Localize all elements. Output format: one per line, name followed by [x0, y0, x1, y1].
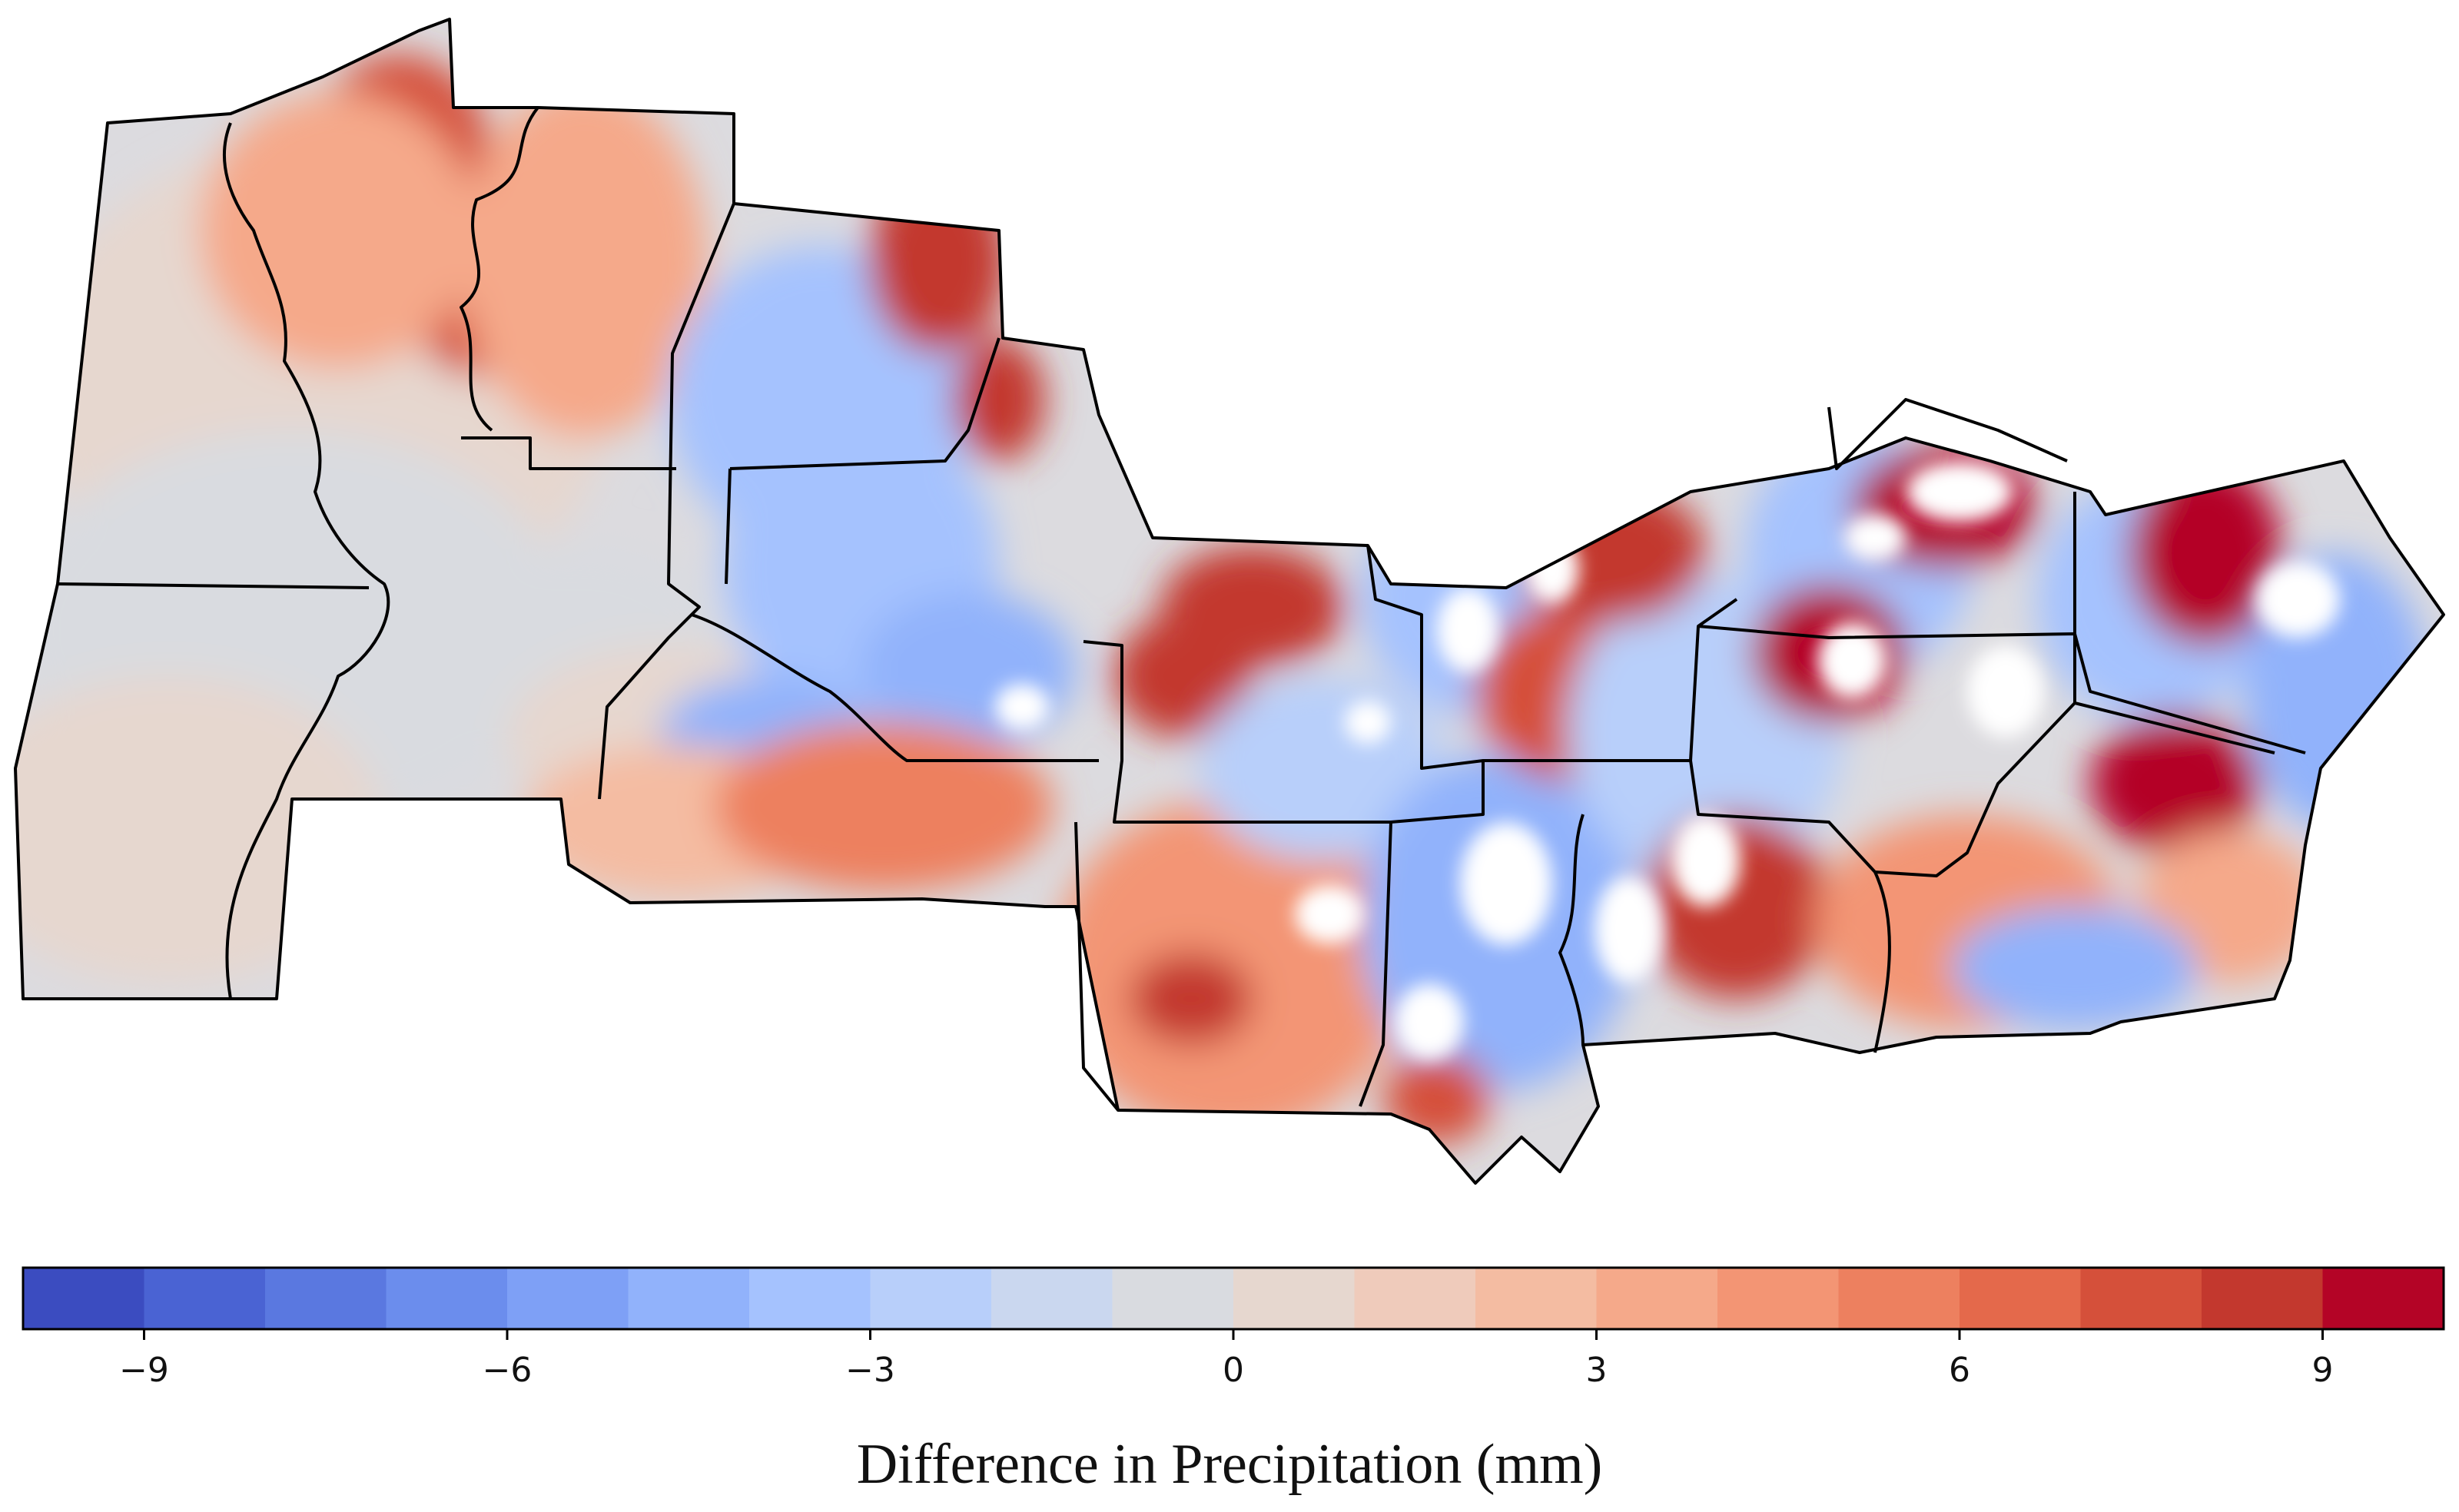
no-data-patch: [1437, 588, 1498, 672]
no-data-areas: [995, 461, 2340, 1060]
no-data-patch: [1817, 622, 1887, 699]
field-cell-south-central-peak: [1160, 545, 1345, 668]
state-boundaries: [14, 18, 2445, 1185]
colorbar-bin: [870, 1268, 992, 1329]
border-west-river-2: [460, 106, 539, 432]
field-cell-central-north-hotspot: [953, 338, 1045, 461]
field-cell-south-central-peak: [1130, 953, 1253, 1045]
field-cell-west-east-strip: [461, 85, 707, 438]
no-data-patch: [1844, 515, 1906, 561]
colorbar-bin: [507, 1268, 629, 1329]
border-west-river: [223, 122, 390, 1000]
no-data-patch: [995, 684, 1049, 730]
colorbar-title: Difference in Precipitation (mm): [857, 1433, 1603, 1496]
colorbar-bin: [1960, 1268, 2082, 1329]
no-data-patch: [1595, 876, 1664, 983]
colorbar-bin: [144, 1268, 266, 1329]
colorbar-bin: [1233, 1268, 1356, 1329]
border-far-east: [2073, 492, 2275, 754]
colorbar-bin: [2322, 1268, 2444, 1329]
no-data-patch: [1345, 701, 1391, 744]
no-data-patch: [1967, 645, 2044, 738]
border-central-vertical: [725, 468, 732, 585]
colorbar-bin: [1112, 1268, 1234, 1329]
border-central-river: [691, 613, 1099, 762]
colorbar-bin: [2202, 1268, 2324, 1329]
colorbar-bin: [265, 1268, 387, 1329]
colorbar-bin: [1596, 1268, 1718, 1329]
colorbar-tick-label: −9: [119, 1351, 169, 1390]
no-data-patch: [1671, 814, 1741, 907]
colorbar-bin: [2080, 1268, 2202, 1329]
no-data-patch: [1525, 534, 1579, 603]
field-cell-far-east-peak: [2129, 461, 2282, 645]
colorbar-bin: [386, 1268, 508, 1329]
colorbar-bin: [749, 1268, 871, 1329]
field-cell-west-east-strip: [200, 92, 476, 369]
no-data-patch: [1295, 885, 1364, 943]
border-central-horizontal: [729, 337, 1001, 470]
no-data-patch: [2255, 561, 2340, 638]
precipitation-field: [15, 19, 2444, 1183]
border-midsouth-river: [1558, 814, 1585, 1046]
colorbar-tick-label: 0: [1223, 1351, 1244, 1390]
field-cell-southeast-coast: [1952, 907, 2198, 1030]
colorbar-bin: [1354, 1268, 1476, 1329]
border-south-central-top: [1083, 640, 1391, 824]
colorbar-ticks: −9 −6 −3 0 3 6 9: [119, 1329, 2334, 1390]
field-cell-central-middle: [861, 592, 1076, 745]
border-south-lower: [1074, 821, 1120, 1112]
field-cell-central-southeast: [715, 722, 1053, 891]
field-cell-west-southwest: [15, 676, 384, 983]
colorbar-tick-label: 6: [1949, 1351, 1970, 1390]
colorbar-bins: [23, 1268, 2444, 1329]
border-midsouth-top: [1483, 598, 1738, 762]
field-cell-far-east-peak: [2090, 715, 2259, 853]
field-cell-mid-south-peak: [1383, 1053, 1491, 1145]
colorbar-tick-label: −3: [845, 1351, 895, 1390]
field-cell-central-north-hotspot: [868, 169, 1007, 353]
no-data-layer: [995, 461, 2340, 1060]
border-west-horizontal-1: [461, 436, 676, 470]
border-east-lower: [1689, 701, 2076, 877]
colorbar-bin: [1838, 1268, 1960, 1329]
border-west-horizontal-2: [57, 582, 370, 589]
colorbar-bin: [1475, 1268, 1598, 1329]
colorbar-tick-label: 3: [1586, 1351, 1608, 1390]
field-layer: [15, 54, 2428, 1145]
no-data-patch: [1906, 461, 2013, 522]
colorbar-bin: [991, 1268, 1113, 1329]
no-data-patch: [1395, 983, 1464, 1060]
no-data-patch: [1460, 822, 1552, 945]
border-central-west: [598, 203, 735, 800]
colorbar-bin: [628, 1268, 750, 1329]
colorbar-bin: [23, 1268, 145, 1329]
border-east-south: [1873, 871, 1891, 1053]
colorbar-tick-label: 9: [2312, 1351, 2334, 1390]
colorbar: −9 −6 −3 0 3 6 9 Difference in Precipitation (…: [22, 1266, 2445, 1496]
colorbar-bin: [1717, 1268, 1840, 1329]
region-outline: [14, 18, 2445, 1185]
border-northeast-notch: [1827, 398, 2068, 470]
colorbar-tick-label: −6: [483, 1351, 533, 1390]
